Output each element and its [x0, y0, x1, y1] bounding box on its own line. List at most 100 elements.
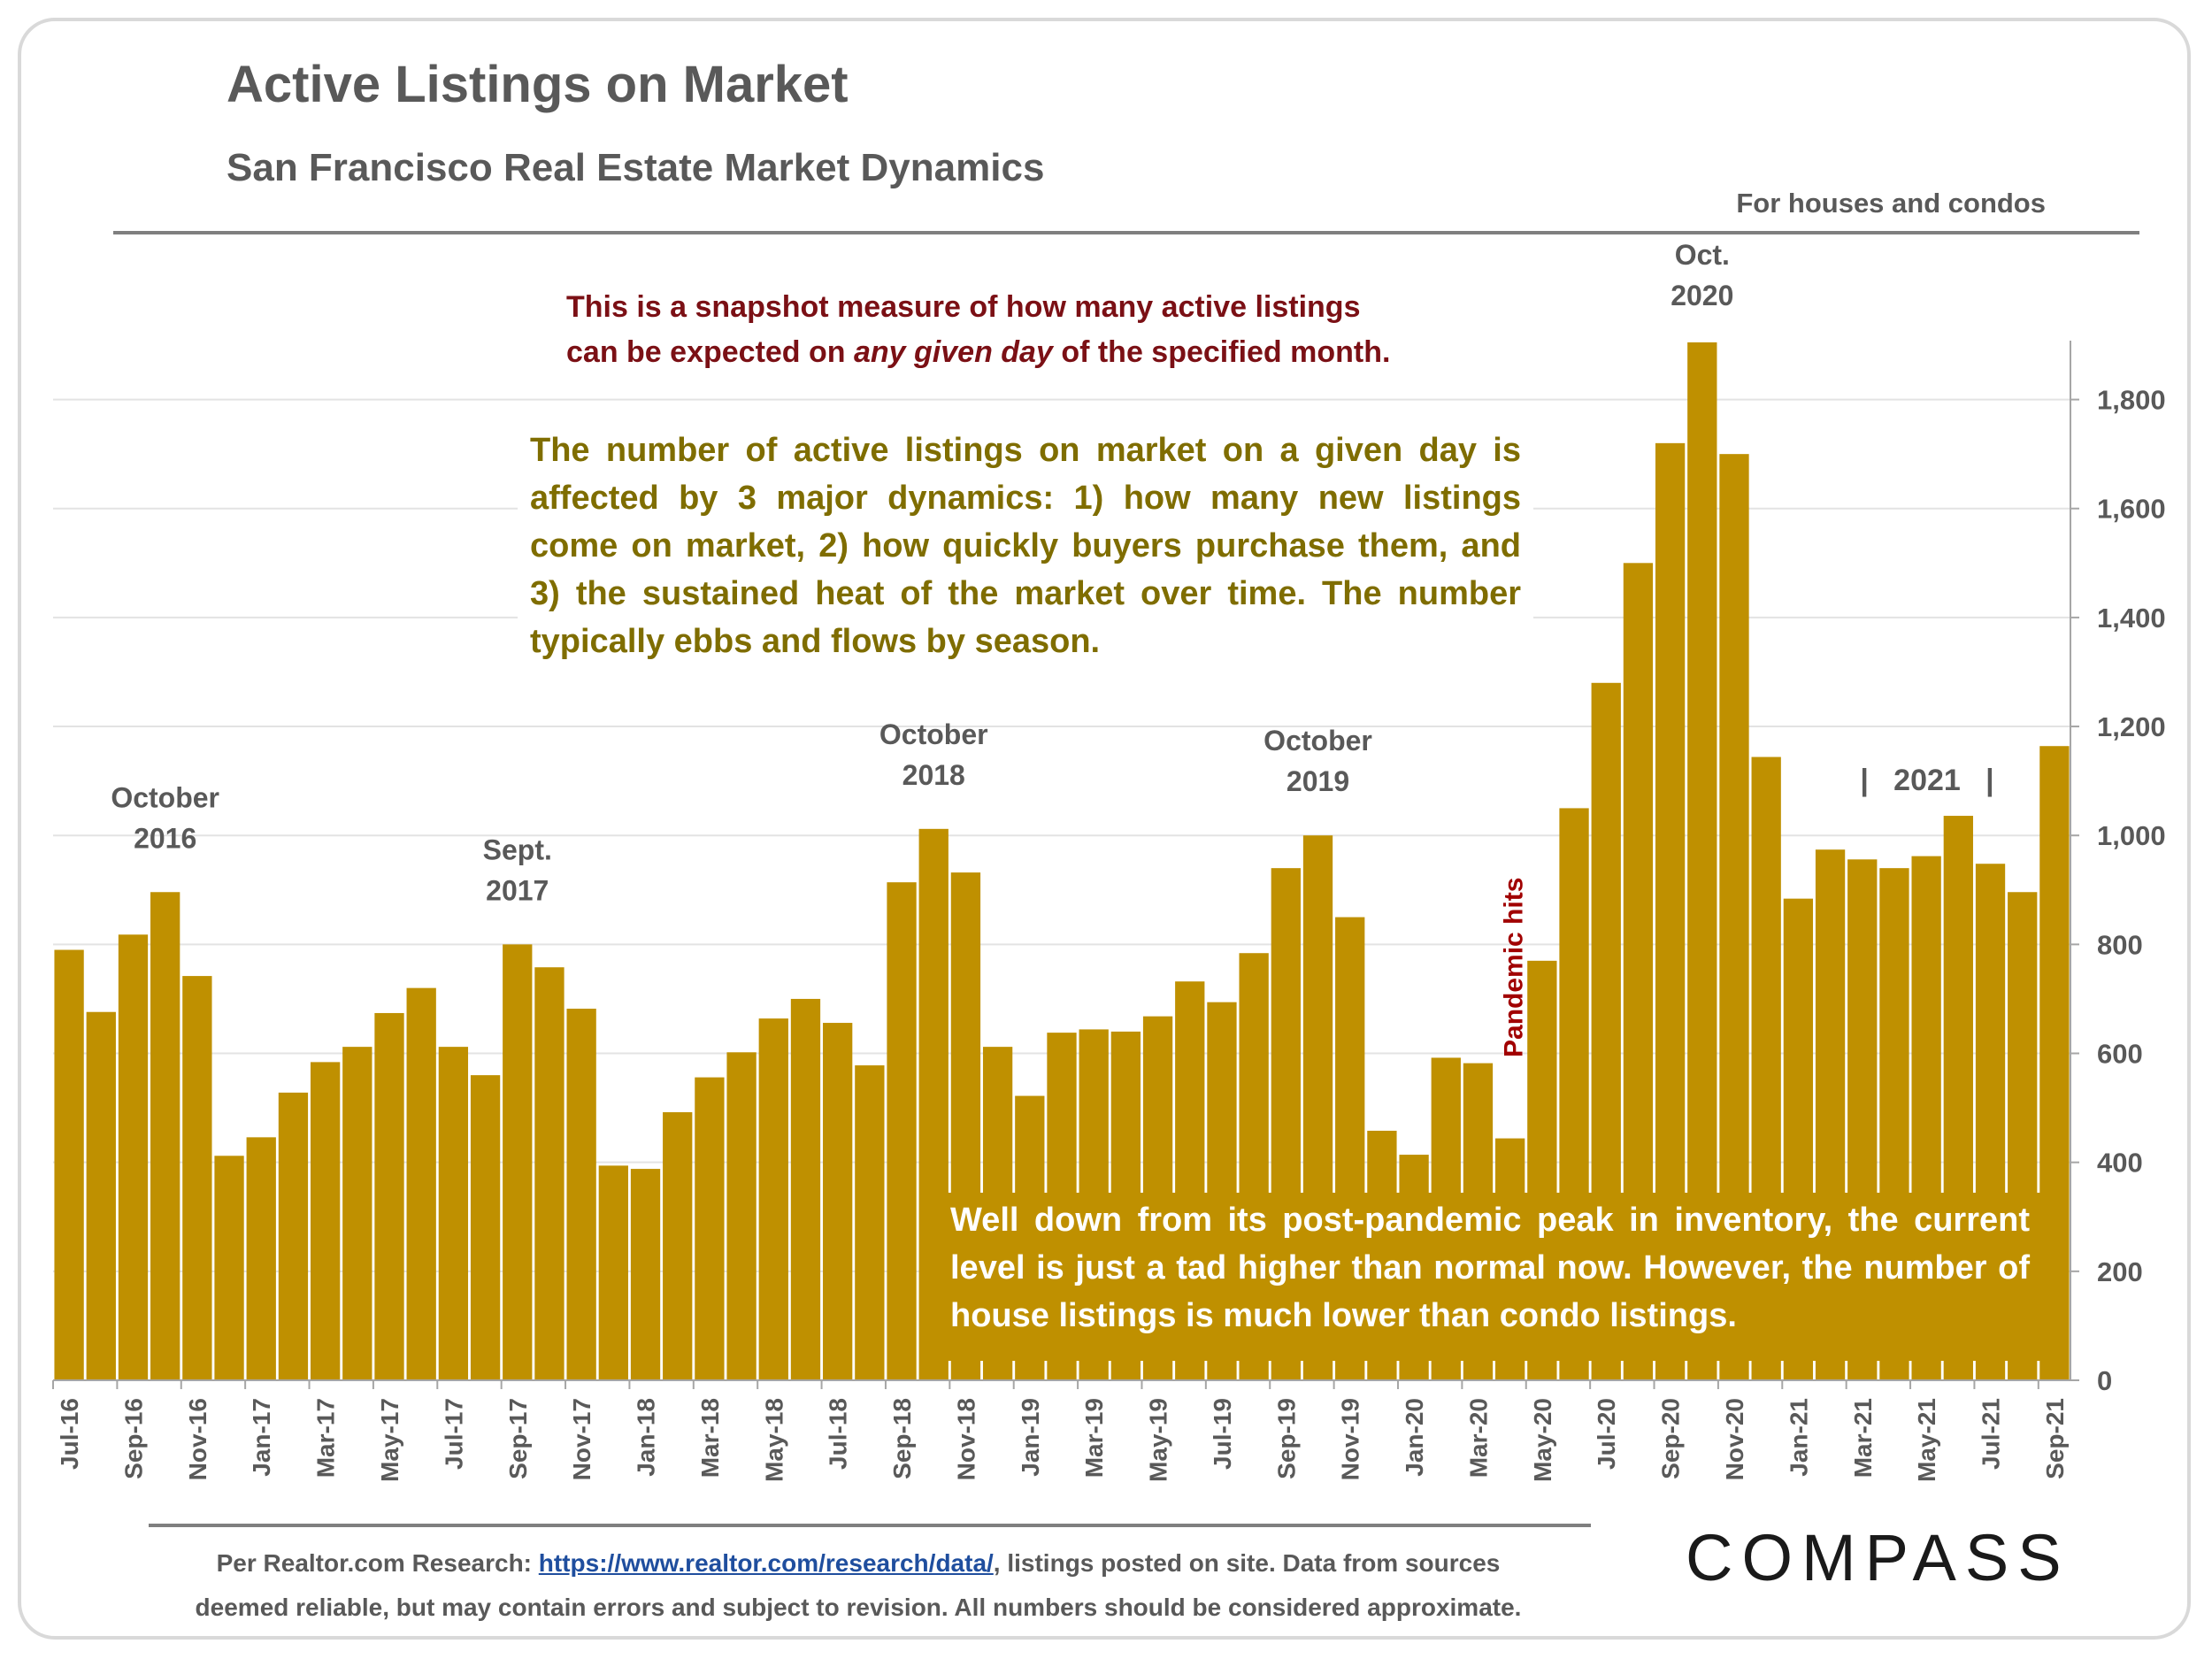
bar-Apr-18: [726, 1052, 757, 1380]
bar-series: [54, 342, 2070, 1381]
bar-Dec-17: [598, 1165, 628, 1380]
page-title: Active Listings on Market: [227, 56, 849, 113]
x-tick-label: Sep-21: [2041, 1398, 2069, 1479]
x-tick-label: Mar-20: [1464, 1398, 1492, 1478]
peak-annotation: Oct.: [1675, 239, 1730, 271]
x-tick-label: May-20: [1529, 1398, 1556, 1482]
x-tick-label: Jan-19: [1017, 1398, 1044, 1477]
scope-note: For houses and condos: [1736, 188, 2046, 219]
bar-Nov-17: [566, 1009, 596, 1380]
y-tick-label: 1,800: [2097, 385, 2166, 416]
bar-Aug-18: [855, 1065, 885, 1380]
bar-Jun-17: [406, 987, 436, 1380]
y-tick-label: 200: [2097, 1256, 2143, 1287]
y-tick-label: 400: [2097, 1148, 2143, 1179]
x-tick-label: Sep-18: [888, 1398, 916, 1479]
y-tick-label: 1,600: [2097, 494, 2166, 525]
footer-line1: Per Realtor.com Research: https://www.re…: [216, 1549, 1501, 1577]
x-tick-label: Jan-20: [1401, 1398, 1428, 1477]
x-tick-label: Sep-17: [504, 1398, 532, 1479]
bar-Sep-21: [2039, 746, 2070, 1380]
y-tick-label: 800: [2097, 929, 2143, 960]
peak-annotation: October: [879, 718, 988, 750]
peak-annotation: October: [1263, 725, 1372, 757]
source-footer: Per Realtor.com Research: https://www.re…: [124, 1541, 1593, 1630]
bar-Sep-17: [503, 944, 533, 1380]
peak-annotation: 2018: [902, 759, 965, 791]
x-tick-label: Nov-19: [1337, 1398, 1364, 1480]
top-divider: [113, 231, 2139, 234]
x-tick-label: Mar-21: [1849, 1398, 1877, 1478]
x-tick-label: Nov-17: [568, 1398, 595, 1480]
bar-Jun-18: [790, 998, 821, 1380]
x-tick-label: Jan-21: [1785, 1398, 1812, 1477]
x-tick-label: Jul-17: [440, 1398, 467, 1470]
bar-Oct-17: [534, 967, 565, 1380]
bar-May-17: [374, 1012, 404, 1380]
bar-Mar-17: [310, 1062, 341, 1380]
current-note-backdrop: [933, 1193, 2042, 1361]
bar-Aug-16: [86, 1011, 116, 1380]
x-tick-label: Mar-18: [696, 1398, 724, 1478]
x-tick-label: Sep-19: [1272, 1398, 1300, 1479]
peak-annotation: 2016: [134, 822, 196, 854]
x-tick-label: Sep-20: [1657, 1398, 1685, 1479]
bar-Jul-16: [54, 949, 84, 1380]
bar-Feb-18: [663, 1112, 693, 1380]
x-tick-label: Jul-18: [825, 1398, 852, 1470]
bar-Dec-16: [214, 1156, 244, 1380]
bar-Jul-17: [438, 1047, 469, 1380]
compass-logo: COMPASS: [1686, 1521, 2070, 1594]
bar-Feb-17: [278, 1092, 309, 1380]
current-level-note: Well down from its post-pandemic peak in…: [950, 1202, 2030, 1334]
bar-Oct-16: [150, 892, 180, 1380]
x-tick-label: Nov-16: [184, 1398, 211, 1480]
peak-annotation: October: [111, 781, 219, 813]
bar-Nov-16: [182, 976, 212, 1380]
y-tick-label: 1,200: [2097, 711, 2166, 742]
snapshot-note-line2: can be expected on any given day of the …: [566, 335, 1391, 369]
annotations: October 2016 Sept. 2017 October 2018 October 20…: [111, 239, 1993, 1057]
bar-Sep-16: [118, 934, 149, 1380]
x-tick-label: May-17: [376, 1398, 403, 1482]
page-subtitle: San Francisco Real Estate Market Dynamic…: [227, 146, 1045, 189]
year-2021-marker: | 2021 |: [1860, 764, 1993, 797]
bar-Apr-17: [342, 1047, 373, 1380]
bar-Aug-17: [470, 1075, 501, 1380]
dynamics-note: The number of active listings on market …: [518, 416, 1533, 676]
x-tick-label: Jul-20: [1593, 1398, 1620, 1470]
peak-annotation: 2020: [1671, 280, 1733, 311]
x-tick-label: May-18: [760, 1398, 787, 1482]
bar-Jan-18: [630, 1169, 661, 1380]
y-tick-label: 1,400: [2097, 603, 2166, 634]
y-tick-label: 0: [2097, 1365, 2112, 1396]
snapshot-note: This is a snapshot measure of how many a…: [566, 285, 1566, 375]
bar-Mar-18: [695, 1077, 725, 1380]
x-tick-label: Nov-18: [952, 1398, 979, 1480]
peak-annotation: 2019: [1286, 765, 1349, 797]
x-tick-label: Jan-17: [248, 1398, 275, 1477]
source-link[interactable]: https://www.realtor.com/research/data/: [538, 1549, 994, 1577]
x-tick-label: Sep-16: [119, 1398, 147, 1479]
x-tick-label: Mar-19: [1080, 1398, 1108, 1478]
x-tick-label: Jul-21: [1978, 1398, 2005, 1470]
bar-Jan-17: [246, 1137, 276, 1380]
x-tick-label: Nov-20: [1721, 1398, 1748, 1480]
x-tick-label: Jul-19: [1209, 1398, 1236, 1470]
bar-May-18: [758, 1018, 788, 1380]
y-tick-label: 600: [2097, 1039, 2143, 1070]
x-tick-label: Jul-16: [56, 1398, 83, 1470]
bar-Jul-18: [823, 1023, 853, 1380]
y-tick-label: 1,000: [2097, 820, 2166, 851]
x-tick-label: May-21: [1913, 1398, 1940, 1482]
x-tick-label: May-19: [1145, 1398, 1172, 1482]
bar-Sep-18: [887, 882, 917, 1380]
x-tick-label: Jan-18: [633, 1398, 660, 1477]
x-tick-label: Mar-17: [312, 1398, 340, 1478]
y-axis: 0 200 400 600 800 1,000 1,200 1,400 1,600 1,800: [2070, 341, 2166, 1396]
peak-annotation: Sept.: [483, 833, 552, 865]
footer-line2: deemed reliable, but may contain errors …: [195, 1594, 1522, 1621]
snapshot-note-line1: This is a snapshot measure of how many a…: [566, 290, 1361, 324]
x-axis: Jul-16 Sep-16 Nov-16 Jan-17 Mar-17 May-17 Jul-…: [52, 1379, 2070, 1482]
